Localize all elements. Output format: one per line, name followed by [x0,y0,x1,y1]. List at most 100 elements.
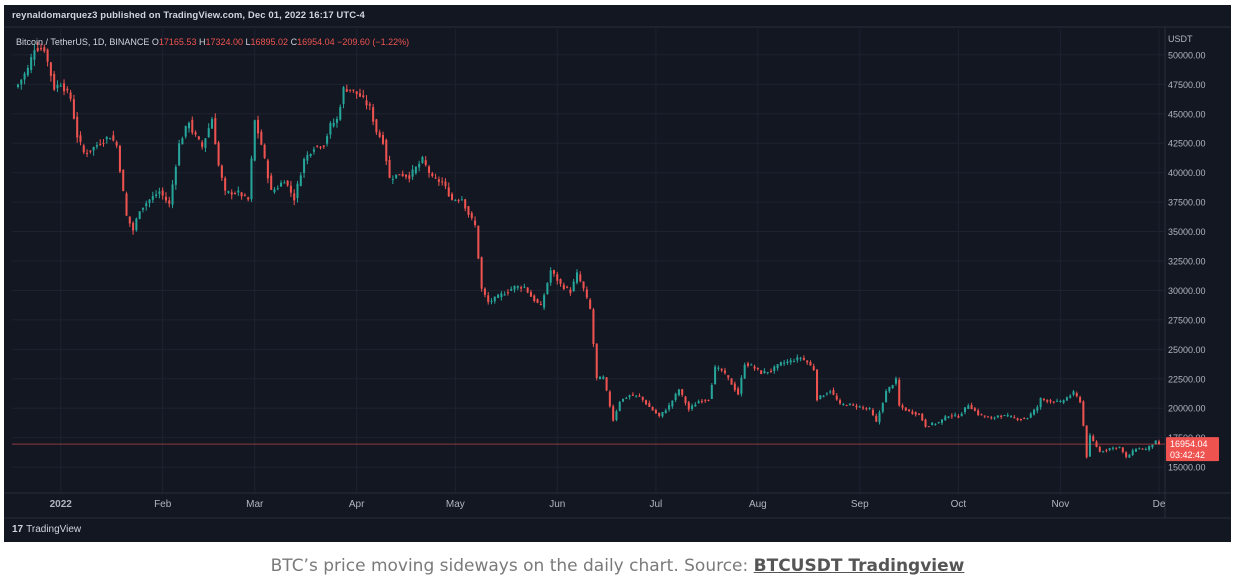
candle[interactable] [1105,448,1108,453]
candle[interactable] [839,398,842,405]
candle[interactable] [796,354,799,363]
candle[interactable] [95,141,98,150]
candle[interactable] [299,172,302,187]
candle[interactable] [158,187,161,199]
candle[interactable] [1010,415,1013,418]
candle[interactable] [82,143,85,155]
candle[interactable] [520,285,523,293]
candle[interactable] [79,131,82,146]
candle[interactable] [141,207,144,213]
candle[interactable] [470,211,473,221]
candle[interactable] [684,395,687,406]
candle[interactable] [187,121,191,133]
candle[interactable] [888,386,891,394]
candle[interactable] [322,145,325,149]
candle[interactable] [352,89,355,93]
candle[interactable] [16,83,20,89]
candle[interactable] [595,343,598,381]
candle[interactable] [319,146,322,150]
candle[interactable] [53,71,56,92]
candle[interactable] [33,44,36,66]
candle[interactable] [944,414,947,421]
candle[interactable] [411,165,414,181]
candle[interactable] [76,111,79,143]
candle[interactable] [552,269,555,277]
candle[interactable] [575,269,579,285]
candle[interactable] [293,189,296,206]
candle[interactable] [641,396,644,403]
candle[interactable] [661,411,664,418]
candle[interactable] [1016,417,1019,422]
candle[interactable] [674,392,677,403]
candle[interactable] [86,149,89,158]
candle[interactable] [283,180,286,184]
candle[interactable] [128,216,131,227]
candle[interactable] [681,388,684,397]
candle[interactable] [43,44,46,53]
candle[interactable] [243,193,246,197]
candle[interactable] [240,191,243,200]
candle[interactable] [977,408,980,417]
candle[interactable] [638,393,641,397]
candle[interactable] [993,416,996,421]
candle[interactable] [822,394,825,398]
candle[interactable] [125,191,128,217]
candle[interactable] [1115,447,1118,450]
candle[interactable] [750,363,753,366]
candle[interactable] [760,370,763,375]
candle[interactable] [457,198,460,204]
candle[interactable] [769,368,773,373]
candle[interactable] [707,399,710,402]
candle[interactable] [339,104,342,121]
candle[interactable] [444,178,447,190]
candle[interactable] [914,411,917,417]
candle[interactable] [562,282,565,291]
candle[interactable] [631,392,634,397]
candle[interactable] [1144,447,1147,451]
candle[interactable] [743,362,746,380]
candle[interactable] [296,180,299,203]
candle[interactable] [776,364,779,371]
candle[interactable] [66,86,69,94]
candle[interactable] [628,394,631,400]
candle[interactable] [46,48,49,67]
candle[interactable] [132,221,135,235]
candle[interactable] [289,180,292,197]
candle[interactable] [437,176,440,186]
candle[interactable] [155,190,158,199]
candle[interactable] [766,371,769,375]
candle[interactable] [832,387,835,396]
candle[interactable] [572,278,575,292]
candle[interactable] [214,113,217,145]
candle[interactable] [664,408,667,414]
candle[interactable] [451,192,454,201]
candle[interactable] [1118,446,1121,449]
candle[interactable] [178,139,181,167]
candle[interactable] [368,101,371,111]
candle[interactable] [506,289,509,296]
candle[interactable] [513,285,516,293]
candle[interactable] [635,395,638,398]
candle[interactable] [286,180,289,187]
candle[interactable] [671,400,674,409]
candle[interactable] [852,403,855,407]
candle[interactable] [556,271,559,285]
candle[interactable] [579,271,582,283]
candle[interactable] [20,79,23,90]
candle[interactable] [691,403,694,411]
candle[interactable] [986,415,990,418]
candle[interactable] [122,169,125,192]
candle[interactable] [487,291,490,305]
candle[interactable] [30,53,33,74]
candle[interactable] [809,360,812,366]
candle[interactable] [135,217,138,232]
candle[interactable] [345,84,348,93]
candle[interactable] [658,412,661,418]
candle[interactable] [1131,448,1134,457]
candle[interactable] [602,375,605,380]
candle[interactable] [148,199,151,208]
candle[interactable] [355,91,358,99]
candle[interactable] [1006,412,1009,418]
candle[interactable] [414,166,417,175]
candle[interactable] [454,198,457,202]
